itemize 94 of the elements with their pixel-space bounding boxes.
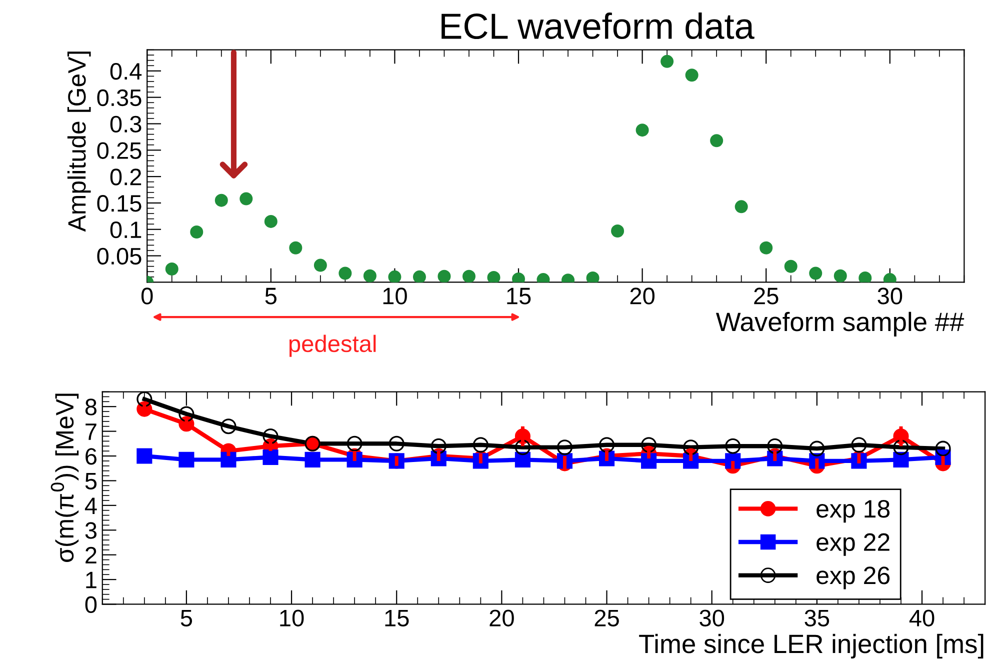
x-tick-label: 5 [265,288,276,304]
point [858,271,872,282]
text: pedestal [289,334,376,357]
point [809,440,825,456]
point [935,440,951,456]
y-tick-label: 0.35 [97,89,142,106]
point [346,436,362,452]
point [725,438,741,454]
y-tick-label: 3 [85,522,96,539]
point [289,241,302,254]
x-tick-label: 30 [878,288,902,304]
point [767,438,783,454]
point [412,270,426,282]
point [556,440,573,456]
y-tick-label: 0.1 [110,221,142,238]
point [438,270,451,282]
y-tick-label: 0.2 [110,168,142,186]
point [220,418,236,434]
point [388,436,404,452]
point [611,224,624,238]
point [136,448,152,464]
point [660,54,674,68]
point [487,270,500,282]
point [514,440,530,456]
x-tick-label: 10 [280,610,304,626]
point [598,437,615,453]
point [851,437,867,453]
y-tick-label: 0.3 [110,116,142,133]
y-tick-label: 0.4 [110,62,142,80]
point [178,406,194,422]
x-tick-label: 25 [594,610,619,626]
point [220,452,236,468]
legend-label: exp 18 [816,500,890,523]
point [363,269,376,282]
x-tick-label: 25 [754,288,778,304]
point [304,452,320,468]
chart-title: ECL waveform data [442,12,754,40]
point [710,134,724,148]
point [314,258,327,272]
y-tick-label: 2 [86,546,96,564]
point [262,428,278,444]
x-tick-label: 5 [180,610,192,626]
legend-label: exp 22 [816,533,890,556]
point [264,214,278,228]
y-tick-label: 0.15 [97,195,142,212]
point [240,192,253,206]
y-tick-label: 5 [85,473,97,490]
y-tick-label: 0 [85,596,97,614]
y-tick-label: 0.05 [97,248,142,265]
point [685,68,698,82]
legend-label: exp 26 [816,566,890,590]
x-tick-label: 30 [700,610,724,626]
point [784,260,798,273]
point [388,270,402,282]
point [834,269,847,282]
point [760,241,773,254]
point [641,437,657,453]
x-tick-label: 35 [804,610,830,626]
point [338,266,352,280]
point [462,270,476,282]
point [641,453,657,469]
x-axis-title: Time since LER injection [ms] [639,634,984,658]
point [893,452,909,468]
y-tick-label: 6 [86,448,96,465]
y-tick-label: 0.25 [97,142,142,159]
point [893,440,909,456]
point [262,449,278,466]
y-tick-label: 7 [86,424,96,440]
x-tick-label: 20 [490,610,514,626]
point [586,271,600,282]
x-axis-title: Waveform sample ## [716,312,964,336]
point [214,194,228,207]
point [514,452,530,468]
point [734,200,748,214]
x-tick-label: 0 [141,288,153,304]
x-tick-label: 10 [383,288,407,304]
point [683,440,699,456]
point [430,438,446,454]
point [636,124,649,137]
x-tick-label: 40 [909,610,934,626]
x-tick-label: 20 [630,288,655,304]
y-axis-title: Amplitude [GeV] [67,52,91,232]
point [165,262,178,276]
point [178,452,194,468]
y-tick-label: 8 [85,398,96,416]
point [809,266,822,280]
point [472,437,488,453]
point [190,226,204,239]
point [136,392,152,407]
y-tick-label: 4 [84,498,97,514]
x-tick-label: 15 [507,288,531,304]
y-axis-title: σ(m(π$^{0}$)) [MeV] [50,394,79,562]
x-tick-label: 15 [385,610,409,626]
y-tick-label: 1 [86,572,96,588]
